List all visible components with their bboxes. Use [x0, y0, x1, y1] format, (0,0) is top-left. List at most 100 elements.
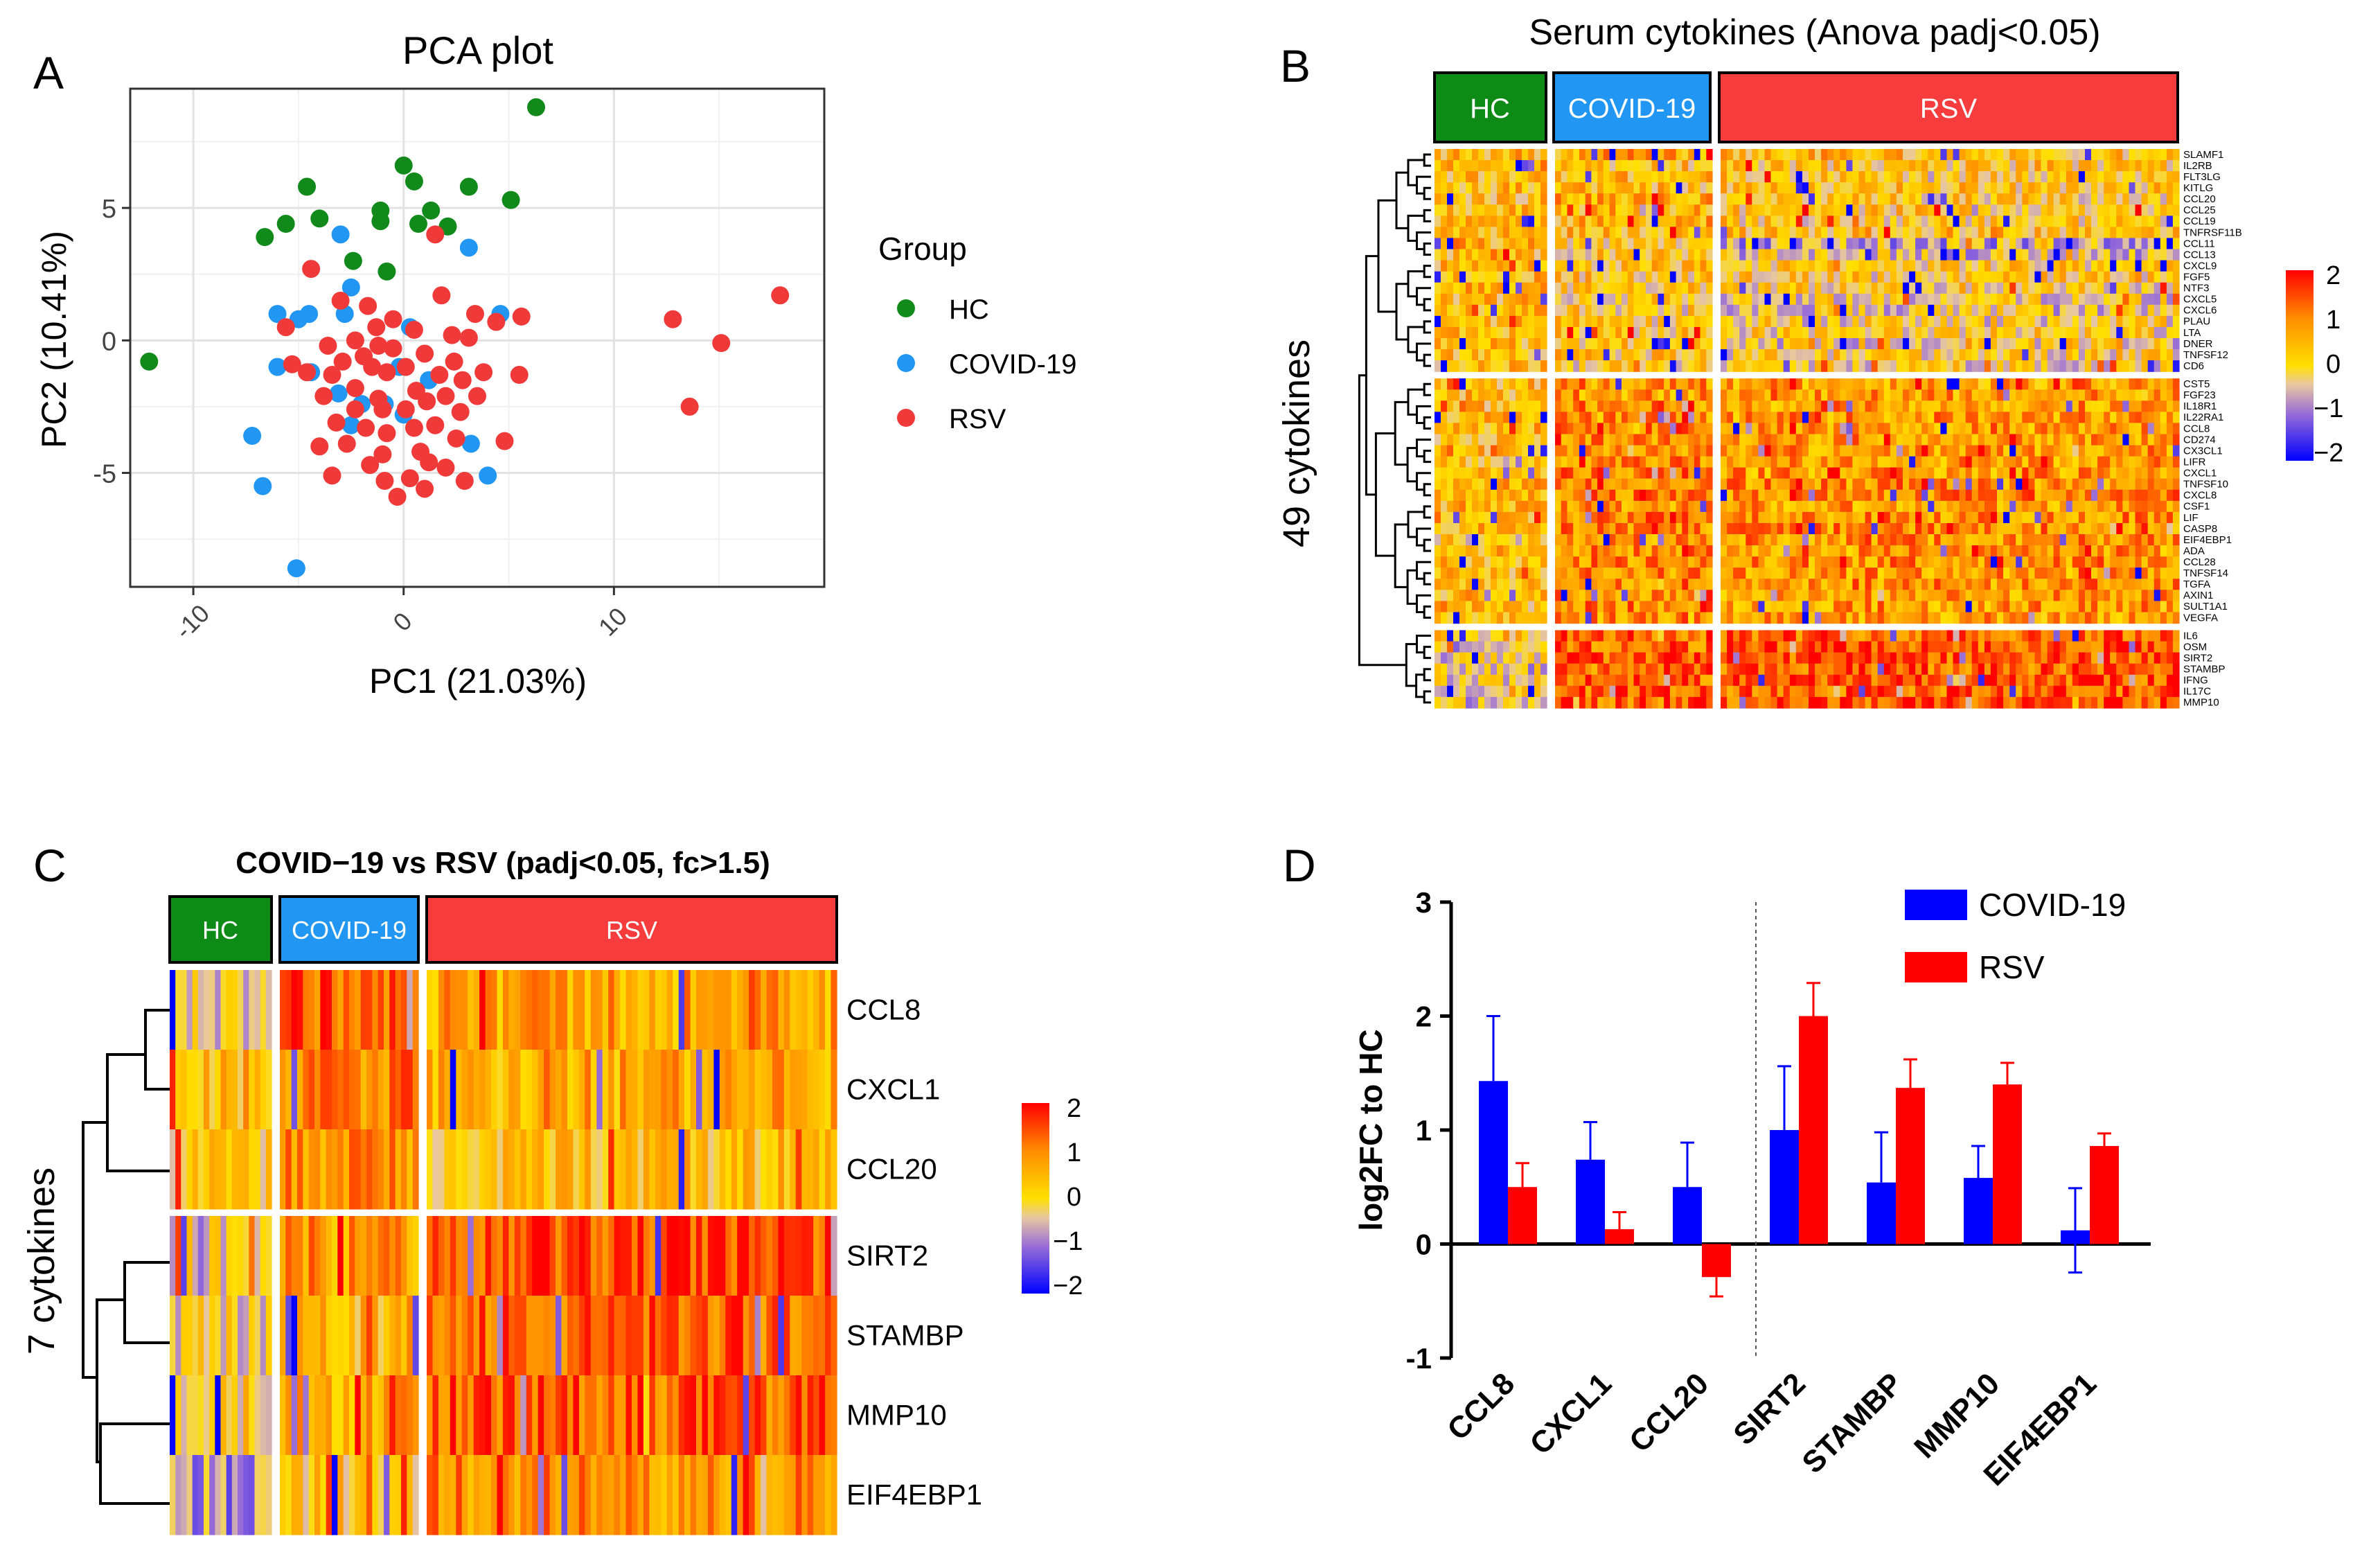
heatmap-cell: [1497, 304, 1504, 317]
heatmap-cell: [1733, 467, 1740, 479]
heatmap-cell: [1573, 327, 1580, 339]
heatmap-cell: [1658, 567, 1664, 579]
heatmap-cell: [2160, 304, 2167, 317]
heatmap-cell: [2009, 349, 2016, 361]
heatmap-cell: [1752, 193, 1759, 205]
heatmap-cell: [1802, 423, 1809, 435]
heatmap-cell: [1758, 215, 1766, 228]
heatmap-cell: [1815, 260, 1822, 272]
heatmap-cell: [1852, 293, 1860, 306]
heatmap-cell: [1978, 534, 1985, 546]
heatmap-cell: [1940, 423, 1948, 435]
heatmap-cell: [2053, 260, 2061, 272]
heatmap-cell: [1739, 282, 1746, 294]
heatmap-cell: [1561, 182, 1568, 194]
heatmap-cell: [1622, 182, 1628, 194]
heatmap-cell: [1865, 271, 1872, 283]
heatmap-cell: [1896, 579, 1903, 590]
heatmap-cell: [2016, 590, 2023, 601]
heatmap-cell: [1694, 315, 1701, 328]
heatmap-cell: [2166, 567, 2174, 579]
pca-point-rsv: [388, 487, 407, 506]
heatmap-cell: [1466, 171, 1473, 183]
heatmap-cell: [1615, 612, 1622, 624]
heatmap-cell: [1921, 182, 1928, 194]
heatmap-cell: [1940, 215, 1948, 228]
heatmap-cell: [1540, 567, 1547, 579]
heatmap-cell: [1858, 338, 1866, 350]
heatmap-cell: [1640, 315, 1646, 328]
heatmap-cell: [1984, 149, 1991, 161]
heatmap-cell: [1664, 389, 1671, 401]
heatmap-cell: [1561, 160, 1568, 172]
heatmap-cell: [1940, 149, 1948, 161]
heatmap-cell: [1959, 271, 1966, 283]
heatmap-cell: [1846, 315, 1854, 328]
heatmap-cell: [1946, 567, 1954, 579]
heatmap-cell: [1928, 389, 1935, 401]
heatmap-cell: [1833, 360, 1840, 372]
heatmap-cell: [1561, 423, 1568, 435]
heatmap-cell: [1676, 534, 1682, 546]
heatmap-cell: [1669, 149, 1677, 161]
heatmap-cell: [2059, 400, 2067, 412]
heatmap-cell: [2028, 171, 2036, 183]
heatmap-cell: [1622, 260, 1628, 272]
heatmap-cell: [1633, 400, 1640, 412]
heatmap-cell: [1466, 282, 1473, 294]
heatmap-cell: [1852, 215, 1860, 228]
heatmap-cell: [1821, 227, 1828, 239]
heatmap-cell: [1978, 590, 1985, 601]
heatmap-cell: [1815, 204, 1822, 216]
heatmap-cell: [1561, 590, 1568, 601]
heatmap-cell: [1453, 349, 1460, 361]
heatmap-cell: [1915, 523, 1922, 535]
heatmap-cell: [1915, 260, 1922, 272]
heatmap-cell: [1752, 601, 1759, 613]
heatmap-cell: [1821, 249, 1828, 261]
heatmap-cell: [2066, 271, 2073, 283]
heatmap-cell: [2041, 590, 2048, 601]
heatmap-cell: [1809, 590, 1815, 601]
heatmap-cell: [1959, 215, 1966, 228]
heatmap-cell: [1903, 500, 1910, 513]
heatmap-cell: [1700, 500, 1707, 513]
heatmap-cell: [2053, 556, 2061, 568]
heatmap-cell: [2085, 511, 2092, 524]
heatmap-cell: [2066, 227, 2073, 239]
heatmap-cell: [1809, 412, 1815, 424]
heatmap-cell: [1597, 434, 1604, 446]
heatmap-cell: [1852, 238, 1860, 250]
heatmap-cell: [1609, 360, 1616, 372]
heatmap-cell: [2016, 304, 2023, 317]
heatmap-cell: [1478, 567, 1485, 579]
heatmap-cell: [1640, 556, 1646, 568]
heatmap-cell: [2122, 545, 2130, 557]
heatmap-cell: [1984, 327, 1991, 339]
heatmap-cell: [1509, 545, 1516, 557]
heatmap-cell: [2141, 523, 2149, 535]
heatmap-cell: [2147, 434, 2155, 446]
heatmap-cell: [1573, 612, 1580, 624]
heatmap-cell: [1883, 489, 1891, 502]
heatmap-cell: [1615, 412, 1622, 424]
heatmap-cell: [2047, 204, 2054, 216]
heatmap-cell: [1934, 349, 1941, 361]
heatmap-cell: [1877, 590, 1885, 601]
heatmap-cell: [1658, 193, 1664, 205]
heatmap-cell: [1609, 445, 1616, 457]
heatmap-cell: [2022, 445, 2029, 457]
heatmap-cell: [1682, 193, 1689, 205]
heatmap-cell: [1909, 523, 1916, 535]
heatmap-cell: [1727, 467, 1734, 479]
heatmap-cell: [1789, 579, 1797, 590]
heatmap-cell: [1777, 338, 1784, 350]
heatmap-cell: [1727, 338, 1734, 350]
heatmap-cell: [2022, 327, 2029, 339]
heatmap-cell: [2028, 260, 2036, 272]
heatmap-cell: [1478, 456, 1485, 468]
heatmap-cell: [1896, 338, 1903, 350]
heatmap-cell: [1603, 271, 1610, 283]
heatmap-cell: [1579, 556, 1586, 568]
heatmap-cell: [1651, 590, 1658, 601]
